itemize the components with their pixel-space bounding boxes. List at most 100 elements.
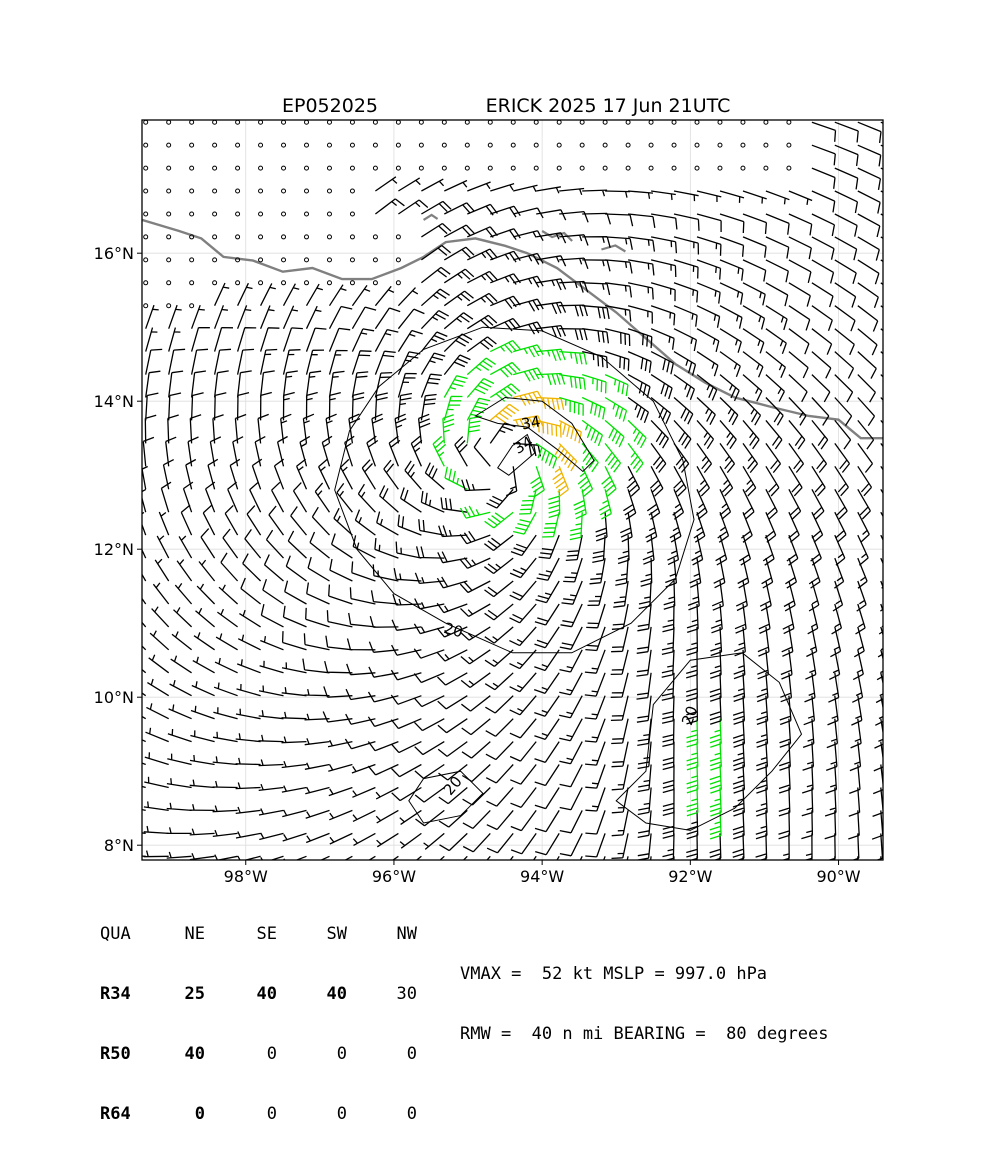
wind-barb — [637, 787, 652, 816]
wind-barb — [848, 810, 860, 840]
wind-barb — [627, 328, 653, 349]
calm-wind-marker — [372, 280, 378, 286]
wind-barb — [437, 741, 468, 757]
calm-wind-marker — [487, 165, 493, 171]
wind-barb — [420, 373, 442, 398]
wind-barb — [259, 305, 275, 329]
wind-barb — [778, 741, 791, 771]
wind-barb — [811, 443, 828, 473]
wind-barb — [834, 419, 852, 450]
wind-barb — [857, 397, 876, 427]
wind-barb — [651, 190, 676, 201]
wind-barb — [443, 333, 473, 353]
wind-barb — [801, 787, 814, 817]
calm-wind-marker — [212, 211, 218, 217]
calm-wind-marker — [235, 211, 241, 217]
wind-barb — [552, 466, 570, 497]
wind-barb — [509, 580, 537, 601]
wind-barb — [333, 507, 353, 536]
wind-barb — [811, 465, 826, 497]
wind-barb — [489, 361, 521, 378]
wind-barb — [673, 213, 700, 231]
wind-barb — [878, 603, 883, 635]
wind-barb — [262, 578, 284, 605]
calm-wind-marker — [212, 234, 218, 240]
wind-barb — [302, 413, 315, 444]
table-header-se: SE — [256, 924, 277, 944]
wind-barb — [756, 718, 769, 748]
wind-barb — [585, 741, 606, 766]
wind-barb — [282, 391, 295, 421]
wind-barb — [831, 603, 843, 635]
wind-barb — [535, 442, 558, 469]
wind-barb — [788, 488, 802, 520]
wind-barb — [613, 580, 629, 608]
wind-barb — [375, 198, 405, 215]
storm-label-title: ERICK 2025 17 Jun 21UTC — [486, 95, 731, 117]
wind-barb — [811, 167, 836, 189]
wind-barb — [439, 855, 445, 860]
wind-barb — [174, 583, 193, 605]
wind-barb — [397, 514, 422, 536]
wind-barb — [459, 557, 491, 569]
wind-barb — [534, 787, 560, 810]
wind-barb — [215, 633, 238, 651]
wind-barb — [142, 511, 147, 536]
wind-barb — [486, 855, 491, 860]
wind-barb — [351, 763, 376, 774]
calm-wind-marker — [235, 142, 241, 148]
wind-barb — [733, 672, 746, 703]
wind-barb — [513, 442, 542, 457]
calm-wind-marker — [212, 120, 218, 125]
wind-barb — [156, 535, 170, 559]
wind-barb — [371, 413, 384, 444]
wind-barb — [650, 259, 677, 278]
wind-barb — [168, 704, 192, 720]
calm-wind-marker — [441, 120, 447, 125]
calm-wind-marker — [556, 120, 562, 125]
wind-barb — [323, 686, 353, 698]
wind-barb — [611, 718, 629, 745]
wind-barb — [213, 348, 232, 375]
wind-barb — [824, 787, 837, 817]
wind-barb — [306, 582, 330, 605]
r50-se: 0 — [266, 1044, 277, 1064]
wind-barb — [661, 672, 675, 701]
wind-barb — [765, 236, 790, 259]
wind-barb — [460, 672, 491, 689]
wind-barb — [650, 213, 678, 230]
wind-barb — [242, 553, 262, 582]
wind-barb — [627, 282, 654, 300]
wind-barb — [611, 626, 629, 653]
wind-barb — [764, 511, 777, 543]
wind-barb — [711, 580, 724, 611]
wind-barb — [167, 753, 192, 766]
wind-barb — [305, 283, 323, 307]
wind-barb — [258, 808, 284, 816]
wind-barb — [536, 278, 567, 291]
wind-barb — [880, 282, 883, 286]
calm-wind-marker — [166, 234, 172, 240]
wind-barb — [581, 442, 599, 473]
wind-barb — [367, 740, 399, 752]
wind-barb — [689, 558, 702, 588]
wind-barb — [376, 511, 399, 536]
wind-barb — [585, 833, 606, 858]
calm-wind-marker — [281, 280, 287, 286]
wind-barb — [788, 374, 808, 403]
wind-barb — [611, 603, 629, 630]
wind-barb — [212, 780, 238, 789]
wind-barb — [605, 259, 633, 274]
wind-barb — [709, 672, 722, 702]
wind-barb — [420, 288, 450, 307]
calm-wind-marker — [304, 142, 310, 148]
wind-barb — [589, 557, 606, 585]
wind-barb — [212, 829, 238, 838]
wind-barb — [461, 741, 491, 759]
wind-barb — [650, 236, 678, 254]
wind-barb — [420, 393, 437, 421]
wind-barb — [166, 802, 192, 812]
wind-barb — [709, 764, 722, 794]
wind-barb — [548, 489, 561, 519]
